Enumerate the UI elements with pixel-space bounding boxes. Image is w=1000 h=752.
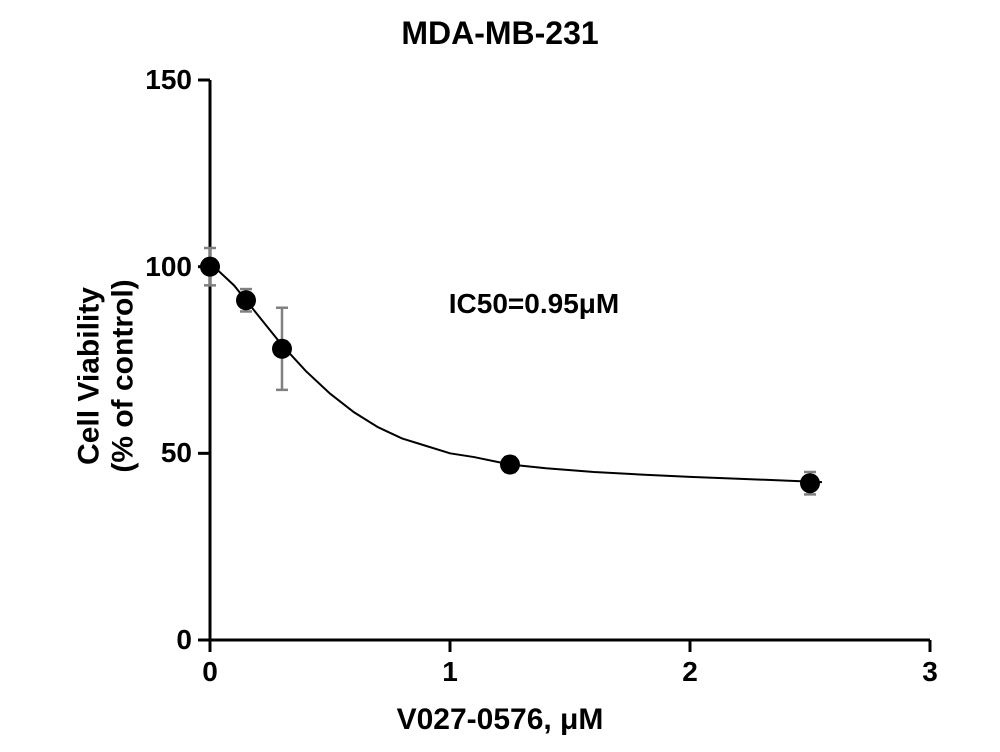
x-tick-label: 3 (910, 656, 950, 688)
x-axis-label: V027-0576, μM (0, 703, 1000, 737)
y-axis-label-line1: Cell Viability (73, 287, 106, 465)
y-tick-label: 100 (145, 251, 192, 283)
y-tick-label: 50 (161, 437, 192, 469)
dose-response-chart: MDA-MB-231 Cell Viability (% of control)… (0, 0, 1000, 752)
plot-svg (210, 80, 930, 640)
x-tick-label: 2 (670, 656, 710, 688)
x-tick-label: 1 (430, 656, 470, 688)
x-tick-label: 0 (190, 656, 230, 688)
y-tick-label: 150 (145, 64, 192, 96)
chart-title: MDA-MB-231 (0, 15, 1000, 52)
ic50-annotation: IC50=0.95μM (449, 288, 619, 320)
y-axis-label: Cell Viability (% of control) (73, 279, 141, 472)
y-tick-label: 0 (176, 624, 192, 656)
plot-area: IC50=0.95μM 0123050100150 (210, 80, 930, 640)
y-axis-label-line2: (% of control) (107, 279, 141, 472)
